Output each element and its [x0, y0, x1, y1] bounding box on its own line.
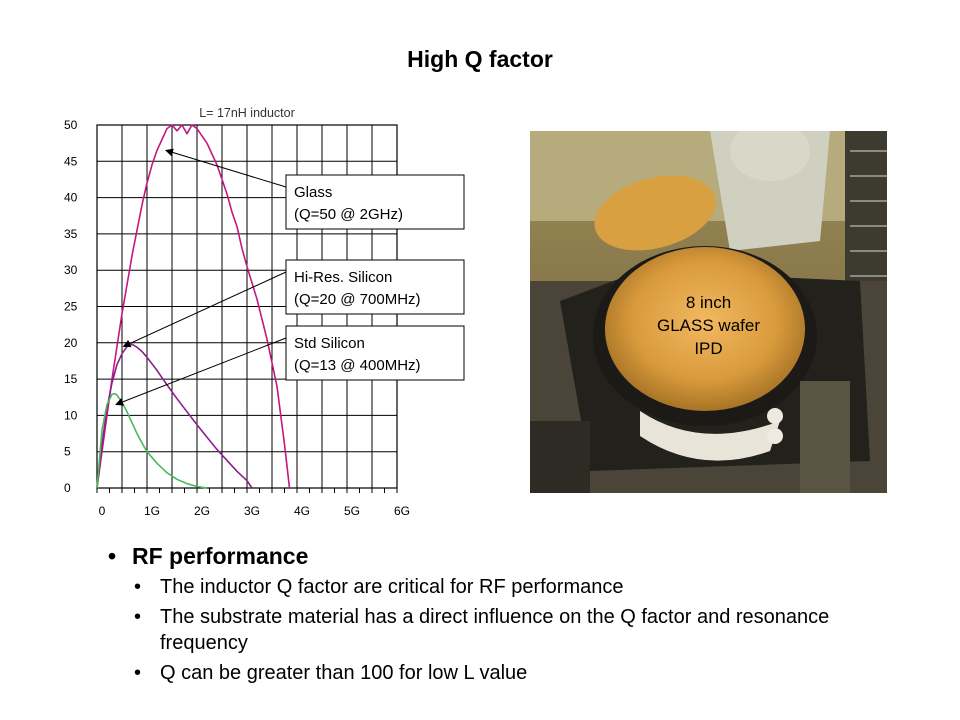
bullet-list: • RF performance • The inductor Q factor… [108, 543, 888, 686]
series-line-hi-res-silicon [96, 343, 253, 489]
glass-wafer-photo: 8 inch GLASS wafer IPD [530, 131, 887, 493]
x-tick-label: 3G [244, 504, 260, 518]
photo-caption-line3: IPD [694, 339, 723, 358]
q-factor-chart: L= 17nH inductor 0 5 10 15 20 25 30 35 40 45 50 0 1G 2… [64, 106, 465, 518]
annotation-box-std-silicon [285, 325, 465, 381]
annotation-value-glass: (Q=50 @ 2GHz) [294, 206, 403, 223]
series-line-std-silicon [96, 392, 208, 489]
annotation-box-hi-res-silicon [285, 259, 465, 315]
bullet-item-text: The inductor Q factor are critical for R… [160, 576, 624, 598]
x-tick-label: 2G [194, 504, 210, 518]
bullet-marker: • [108, 543, 117, 569]
photo-caption-line2: GLASS wafer [657, 316, 760, 335]
annotation-label-std-silicon: Std Silicon [294, 335, 365, 352]
bullet-marker: • [134, 662, 142, 684]
photo-caption-line1: 8 inch [685, 293, 732, 312]
y-tick-label: 25 [64, 300, 78, 314]
x-tick-label: 4G [294, 504, 310, 518]
annotation-box-glass [285, 174, 465, 230]
annotation-value-std-silicon: (Q=13 @ 400MHz) [294, 357, 421, 374]
x-tick-label: 5G [344, 504, 360, 518]
slide-title: High Q factor [407, 46, 553, 72]
y-tick-label: 0 [64, 481, 71, 495]
y-tick-label: 35 [64, 227, 78, 241]
x-tick-label: 6G [394, 504, 410, 518]
bullet-item-text: Q can be greater than 100 for low L valu… [160, 662, 528, 684]
y-tick-label: 5 [64, 445, 71, 459]
chart-title: L= 17nH inductor [199, 106, 295, 120]
bullet-item-text: The substrate material has a direct infl… [160, 606, 830, 654]
bullet-heading: • RF performance [108, 543, 888, 570]
bullet-item: • The substrate material has a direct in… [134, 604, 888, 656]
annotation-arrow-glass [165, 148, 287, 188]
wafer-machine-image [530, 131, 887, 493]
y-tick-label: 45 [64, 154, 78, 168]
photo-caption: 8 inch GLASS wafer IPD [530, 291, 887, 360]
annotation-label-glass: Glass [294, 184, 332, 201]
bullet-item: • The inductor Q factor are critical for… [134, 574, 888, 600]
y-tick-label: 40 [64, 191, 78, 205]
y-tick-label: 15 [64, 372, 78, 386]
annotation-arrow-std-silicon [115, 337, 287, 406]
x-tick-label: 1G [144, 504, 160, 518]
bullet-item: • Q can be greater than 100 for low L va… [134, 660, 888, 686]
annotation-value-hi-res-silicon: (Q=20 @ 700MHz) [294, 291, 421, 308]
y-tick-label: 20 [64, 336, 78, 350]
annotation-arrow-hi-res-silicon [122, 271, 287, 348]
bullet-marker: • [134, 576, 142, 598]
y-tick-label: 30 [64, 263, 78, 277]
y-tick-label: 50 [64, 118, 78, 132]
series-line-glass [96, 124, 291, 489]
annotation-label-hi-res-silicon: Hi-Res. Silicon [294, 269, 392, 286]
x-tick-label: 0 [99, 504, 106, 518]
bullet-marker: • [134, 606, 142, 628]
y-tick-label: 10 [64, 408, 78, 422]
bullet-heading-text: RF performance [132, 543, 309, 569]
